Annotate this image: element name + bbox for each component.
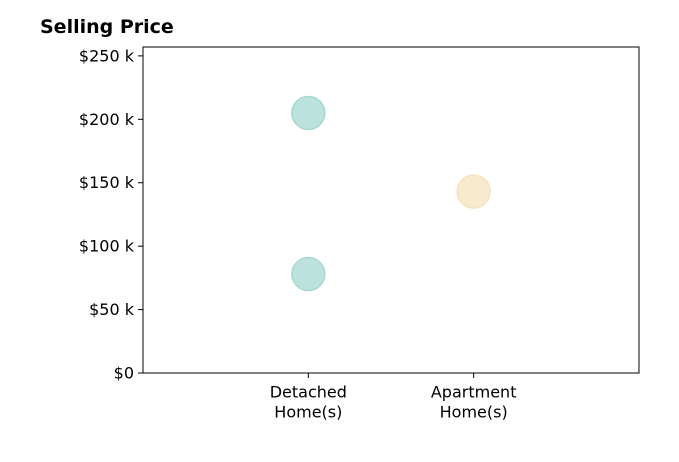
y-tick-label: $200 k — [79, 110, 135, 129]
data-point — [291, 95, 326, 131]
data-point — [291, 256, 326, 292]
plot-area-frame — [142, 46, 640, 374]
y-tick-label: $50 k — [89, 300, 135, 319]
x-tick-label: Home(s) — [274, 403, 342, 422]
y-tick-label: $100 k — [79, 237, 135, 256]
x-tick-label: Home(s) — [440, 403, 508, 422]
x-tick-label: Detached — [270, 383, 347, 402]
x-tick-label: Apartment — [431, 383, 517, 402]
y-tick-label: $150 k — [79, 173, 135, 192]
data-points — [291, 95, 491, 292]
y-tick-label: $0 — [114, 364, 134, 383]
y-tick-label: $250 k — [79, 46, 135, 65]
data-point — [456, 174, 491, 209]
chart-title: Selling Price — [40, 16, 174, 38]
y-axis: $0 $50 k $100 k $150 k $200 k $250 k — [79, 46, 143, 383]
